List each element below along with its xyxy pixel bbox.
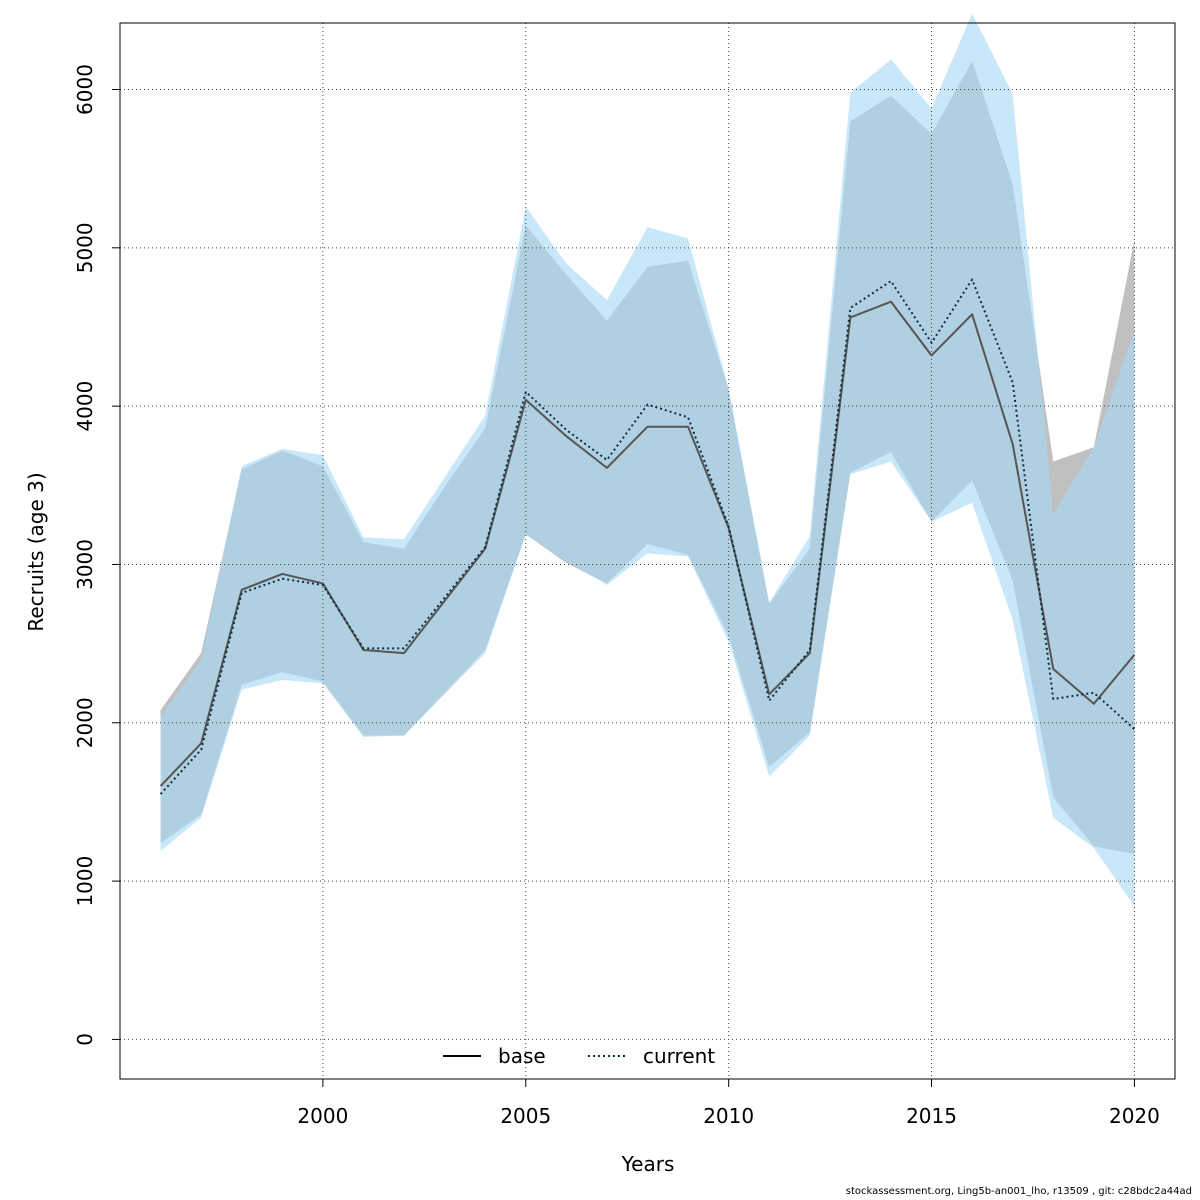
line-current <box>159 278 1136 795</box>
y-tick-label: 0 <box>73 1033 97 1046</box>
x-tick-label: 2015 <box>906 1104 957 1128</box>
y-axis: 0 1000 2000 3000 4000 5000 6000 <box>73 64 120 1046</box>
x-tick-label: 2020 <box>1109 1104 1160 1128</box>
legend: base current <box>443 1044 715 1068</box>
series-lines <box>159 278 1136 795</box>
line-base <box>159 300 1136 787</box>
x-tick-label: 2000 <box>297 1104 348 1128</box>
x-tick-label: 2010 <box>703 1104 754 1128</box>
legend-label-base: base <box>498 1044 546 1068</box>
y-tick-label: 6000 <box>73 64 97 115</box>
confidence-bands <box>160 13 1135 907</box>
footer-credit: stockassessment.org, Ling5b-an001_lho, r… <box>845 1186 1192 1197</box>
plot-frame <box>119 22 1176 1080</box>
y-tick-label: 1000 <box>73 856 97 907</box>
y-tick-label: 3000 <box>73 539 97 590</box>
x-axis-title: Years <box>621 1152 675 1176</box>
grid-lines <box>120 23 1175 1079</box>
legend-label-current: current <box>643 1044 715 1068</box>
band-current <box>160 13 1135 907</box>
y-axis-title: Recruits (age 3) <box>24 472 48 631</box>
y-tick-label: 5000 <box>73 222 97 273</box>
y-tick-label: 4000 <box>73 381 97 432</box>
y-tick-label: 2000 <box>73 697 97 748</box>
x-axis: 2000 2005 2010 2015 2020 <box>297 1079 1160 1128</box>
x-tick-label: 2005 <box>500 1104 551 1128</box>
